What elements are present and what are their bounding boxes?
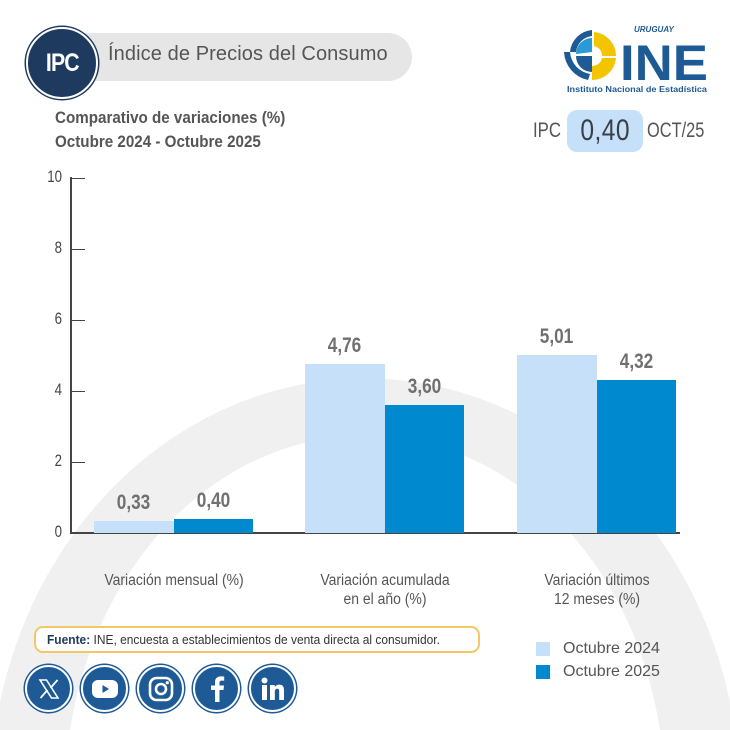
facebook-icon — [210, 675, 224, 702]
legend-swatch-dark — [536, 664, 550, 679]
bar-value-label: 0,40 — [196, 488, 230, 512]
category-label-line: Variación acumulada — [319, 572, 450, 589]
y-tick — [70, 248, 85, 250]
y-tick-label: 0 — [54, 522, 62, 541]
x-twitter-button[interactable] — [25, 665, 72, 712]
legend-label: Octubre 2024 — [563, 639, 660, 657]
category-label: Variación últimos 12 meses (%) — [507, 571, 687, 609]
ipc-kpi: IPC 0,40 OCT/25 — [533, 110, 721, 152]
y-axis-line — [70, 177, 72, 534]
ipc-badge-text: IPC — [45, 48, 80, 77]
x-twitter-icon — [38, 678, 59, 699]
bar-octubre-2025 — [173, 518, 253, 533]
y-tick — [70, 461, 85, 463]
svg-text:URUGUAY: URUGUAY — [634, 25, 675, 34]
svg-text:INE: INE — [620, 35, 708, 91]
bar-octubre-2024 — [517, 355, 597, 533]
category-label-line: Variación mensual (%) — [103, 572, 244, 589]
linkedin-icon — [261, 677, 284, 700]
bar-octubre-2024 — [94, 521, 174, 533]
ine-logo: URUGUAY INE Instituto Nacional de Estadí… — [564, 25, 708, 94]
category-label: Variación acumulada en el año (%) — [295, 571, 475, 609]
legend-item-octubre-2025: Octubre 2025 — [536, 660, 660, 683]
instagram-icon — [148, 676, 173, 701]
y-tick-label: 4 — [54, 380, 62, 399]
bar-value-label: 3,60 — [407, 375, 441, 399]
legend: Octubre 2024 Octubre 2025 — [536, 637, 660, 683]
category-label-line: Variación últimos — [543, 572, 650, 589]
youtube-button[interactable] — [81, 665, 128, 712]
bar-value-label: 0,33 — [116, 491, 151, 515]
bar-value-label: 4,76 — [327, 334, 362, 358]
ipc-badge: IPC — [26, 27, 98, 99]
y-tick — [70, 177, 85, 179]
chart-title-line2: Octubre 2024 - Octubre 2025 — [55, 133, 261, 151]
y-tick-label: 6 — [54, 309, 62, 328]
source-label: Fuente: — [47, 632, 91, 647]
y-tick-label: 10 — [47, 167, 62, 186]
youtube-icon — [91, 679, 118, 698]
legend-item-octubre-2024: Octubre 2024 — [536, 637, 660, 660]
category-label-line: 12 meses (%) — [553, 591, 640, 608]
page-title: Índice de Precios del Consumo — [108, 43, 388, 65]
header-pill — [40, 33, 412, 81]
legend-label: Octubre 2025 — [563, 662, 660, 680]
linkedin-button[interactable] — [249, 665, 296, 712]
kpi-label: IPC — [533, 119, 562, 142]
category-label-line: en el año (%) — [343, 591, 426, 608]
bar-value-label: 4,32 — [619, 349, 653, 373]
kpi-value: 0,40 — [580, 114, 630, 147]
bar-value-label: 5,01 — [539, 325, 574, 349]
source-text: INE, encuesta a establecimientos de vent… — [90, 632, 440, 647]
svg-text:Instituto Nacional de Estadíst: Instituto Nacional de Estadística — [567, 84, 707, 94]
chart-title: Comparativo de variaciones (%) Octubre 2… — [55, 106, 285, 154]
ine-globe-icon — [564, 30, 617, 81]
y-tick-label: 2 — [54, 451, 62, 470]
instagram-button[interactable] — [137, 665, 184, 712]
y-tick — [70, 319, 85, 321]
source-note: Fuente: INE, encuesta a establecimientos… — [34, 626, 480, 653]
kpi-value-box: 0,40 — [567, 110, 643, 152]
social-links — [25, 665, 296, 712]
chart-title-line1: Comparativo de variaciones (%) — [55, 109, 286, 127]
facebook-button[interactable] — [193, 665, 240, 712]
category-label: Variación mensual (%) — [84, 571, 264, 590]
bar-octubre-2025 — [384, 405, 464, 533]
legend-swatch-light — [536, 641, 550, 656]
y-tick-label: 8 — [54, 238, 62, 257]
kpi-period: OCT/25 — [647, 119, 705, 142]
bar-octubre-2024 — [305, 364, 385, 533]
bar-octubre-2025 — [596, 379, 676, 533]
y-tick — [70, 390, 85, 392]
